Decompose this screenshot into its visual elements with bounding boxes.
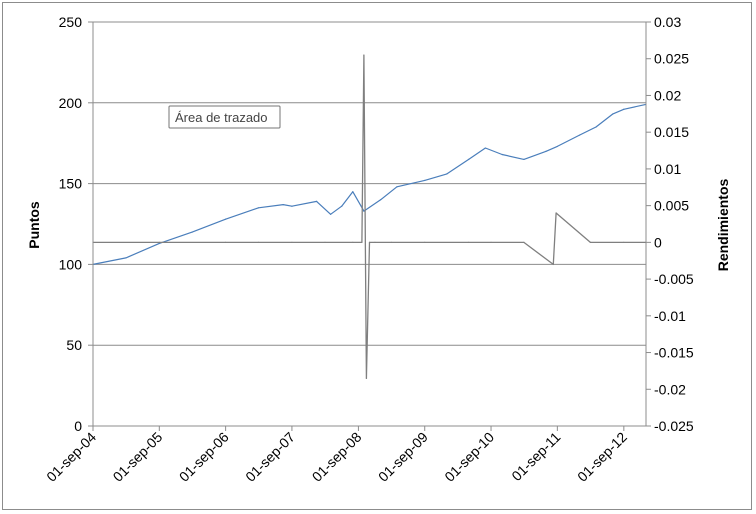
x-tick-label: 01-sep-09 bbox=[375, 429, 431, 485]
x-tick-label: 01-sep-04 bbox=[43, 429, 99, 485]
series-line-rendimientos bbox=[93, 54, 646, 379]
data-point bbox=[595, 126, 597, 128]
data-point bbox=[330, 213, 332, 215]
x-tick-label: 01-sep-05 bbox=[110, 429, 166, 485]
data-point bbox=[623, 241, 625, 243]
data-point bbox=[352, 191, 354, 193]
data-point bbox=[352, 241, 354, 243]
data-point bbox=[191, 231, 193, 233]
left-axis-title: Puntos bbox=[26, 201, 42, 249]
data-point bbox=[379, 199, 382, 201]
right-tick-label: 0.005 bbox=[654, 198, 689, 214]
right-tick-label: 0.015 bbox=[654, 124, 689, 140]
x-tick-label: 01-sep-10 bbox=[441, 429, 497, 485]
data-point bbox=[341, 205, 343, 207]
data-point bbox=[390, 241, 392, 243]
x-tick-label: 01-sep-07 bbox=[242, 429, 298, 485]
data-point bbox=[623, 108, 625, 110]
data-point bbox=[225, 241, 227, 243]
data-point bbox=[282, 204, 284, 206]
data-point bbox=[257, 241, 260, 243]
data-point bbox=[324, 241, 326, 243]
x-tick-label: 01-sep-12 bbox=[574, 429, 630, 485]
data-point bbox=[523, 158, 525, 160]
right-tick-label: 0.03 bbox=[654, 14, 681, 30]
left-tick-label: 200 bbox=[59, 95, 83, 111]
plot-area-tooltip: Área de trazado bbox=[168, 105, 281, 129]
data-point bbox=[424, 179, 426, 181]
data-point bbox=[468, 241, 470, 243]
data-point bbox=[125, 257, 127, 259]
data-point bbox=[424, 241, 426, 243]
left-tick-label: 50 bbox=[66, 337, 82, 353]
axis-layer: 0 50 100 150 200 250 -0.025 -0.02 -0.015 -0.01 -0.… bbox=[43, 14, 694, 485]
right-tick-label: -0.025 bbox=[654, 418, 694, 434]
grid-layer bbox=[93, 21, 646, 346]
left-tick-label: 250 bbox=[59, 14, 83, 30]
right-tick-label: -0.005 bbox=[654, 271, 694, 287]
chart-svg: 0 50 100 150 200 250 -0.025 -0.02 -0.015 -0.01 -0.… bbox=[26, 14, 731, 485]
data-point bbox=[578, 134, 581, 136]
right-tick-label: -0.015 bbox=[654, 345, 694, 361]
data-point bbox=[501, 153, 503, 156]
data-point bbox=[158, 241, 160, 243]
data-point bbox=[523, 241, 525, 243]
data-point bbox=[555, 212, 557, 214]
data-point bbox=[361, 241, 363, 243]
data-point bbox=[446, 173, 448, 175]
data-point bbox=[374, 241, 376, 243]
right-tick-label: -0.02 bbox=[654, 381, 686, 397]
right-tick-label: 0 bbox=[654, 234, 662, 250]
data-point bbox=[556, 145, 558, 148]
series-layer bbox=[92, 54, 647, 379]
data-point bbox=[365, 377, 368, 379]
x-tick-label: 01-sep-11 bbox=[508, 429, 563, 484]
left-tick-label: 150 bbox=[59, 176, 83, 192]
data-point bbox=[363, 54, 365, 56]
data-point bbox=[291, 205, 293, 207]
right-tick-label: 0.02 bbox=[654, 87, 681, 103]
x-tick-label: 01-sep-08 bbox=[309, 429, 365, 485]
data-point bbox=[545, 150, 547, 152]
data-point bbox=[468, 158, 470, 160]
data-point bbox=[363, 210, 365, 212]
data-point bbox=[291, 241, 293, 243]
x-tick-label: 01-sep-06 bbox=[176, 429, 232, 485]
data-point bbox=[589, 241, 592, 243]
right-tick-label: 0.01 bbox=[654, 161, 681, 177]
data-point bbox=[316, 200, 318, 202]
data-point bbox=[225, 218, 227, 220]
data-point bbox=[257, 207, 260, 209]
left-tick-label: 0 bbox=[74, 418, 82, 434]
right-tick-label: -0.01 bbox=[654, 308, 686, 324]
data-point bbox=[484, 147, 487, 149]
data-point bbox=[490, 241, 492, 243]
data-point bbox=[552, 263, 554, 265]
plot-area-tooltip-text: Área de trazado bbox=[175, 110, 268, 125]
data-point bbox=[368, 241, 371, 243]
right-tick-label: 0.025 bbox=[654, 51, 689, 67]
series-line-puntos bbox=[92, 103, 646, 265]
data-point bbox=[611, 113, 614, 115]
left-tick-label: 100 bbox=[59, 256, 83, 272]
right-axis-title: Rendimientos bbox=[715, 179, 731, 272]
data-point bbox=[396, 186, 398, 188]
data-point bbox=[158, 242, 160, 244]
